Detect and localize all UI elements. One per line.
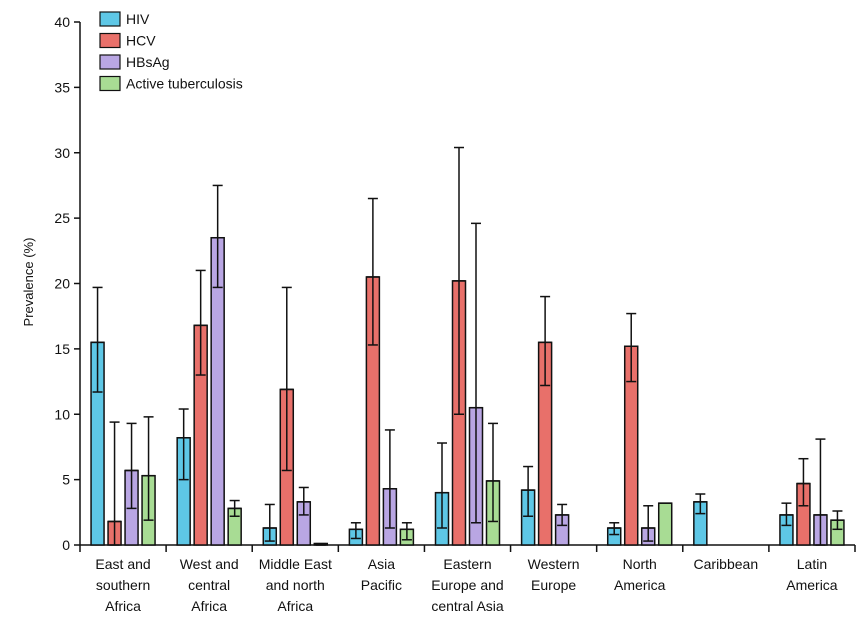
legend-swatch (99, 11, 121, 27)
y-tick-label: 15 (54, 341, 70, 357)
axes-layer (74, 21, 856, 552)
x-category-label: Middle East and north Africa (259, 556, 332, 614)
legend-label: HIV (126, 11, 150, 27)
y-tick-label: 10 (54, 406, 70, 422)
x-category-label: West and central Africa (180, 556, 239, 614)
legend-swatch (99, 54, 121, 70)
y-tick-label: 0 (62, 537, 70, 553)
y-tick-label: 25 (54, 210, 70, 226)
y-tick-label: 35 (54, 79, 70, 95)
x-category-label: Eastern Europe and central Asia (431, 556, 504, 614)
legend-swatch (99, 75, 121, 92)
labels-layer: 0 5 10 15 20 25 30 35 40 East and southern Africa We… (54, 14, 837, 614)
legend-swatch (99, 32, 121, 49)
x-category-label: East and southern Africa (95, 556, 150, 614)
y-tick-label: 30 (54, 145, 70, 161)
y-axis-title: Prevalence (%) (21, 238, 36, 327)
x-category-label: Latin America (786, 556, 838, 593)
y-tick-label: 5 (62, 472, 70, 488)
legend-label: HBsAg (126, 54, 170, 70)
legend: HIV HCV HBsAg Active tuberculosis (99, 11, 243, 92)
legend-label: HCV (126, 33, 156, 49)
x-category-label: Caribbean (694, 556, 759, 572)
x-category-label: Asia Pacific (361, 556, 402, 593)
bar-active-tuberculosis (657, 502, 673, 546)
x-category-label: Western Europe (528, 556, 580, 593)
bars-layer (90, 146, 845, 546)
x-category-label: North America (614, 556, 666, 593)
legend-label: Active tuberculosis (126, 76, 243, 92)
y-tick-label: 20 (54, 276, 70, 292)
y-tick-label: 40 (54, 14, 70, 30)
